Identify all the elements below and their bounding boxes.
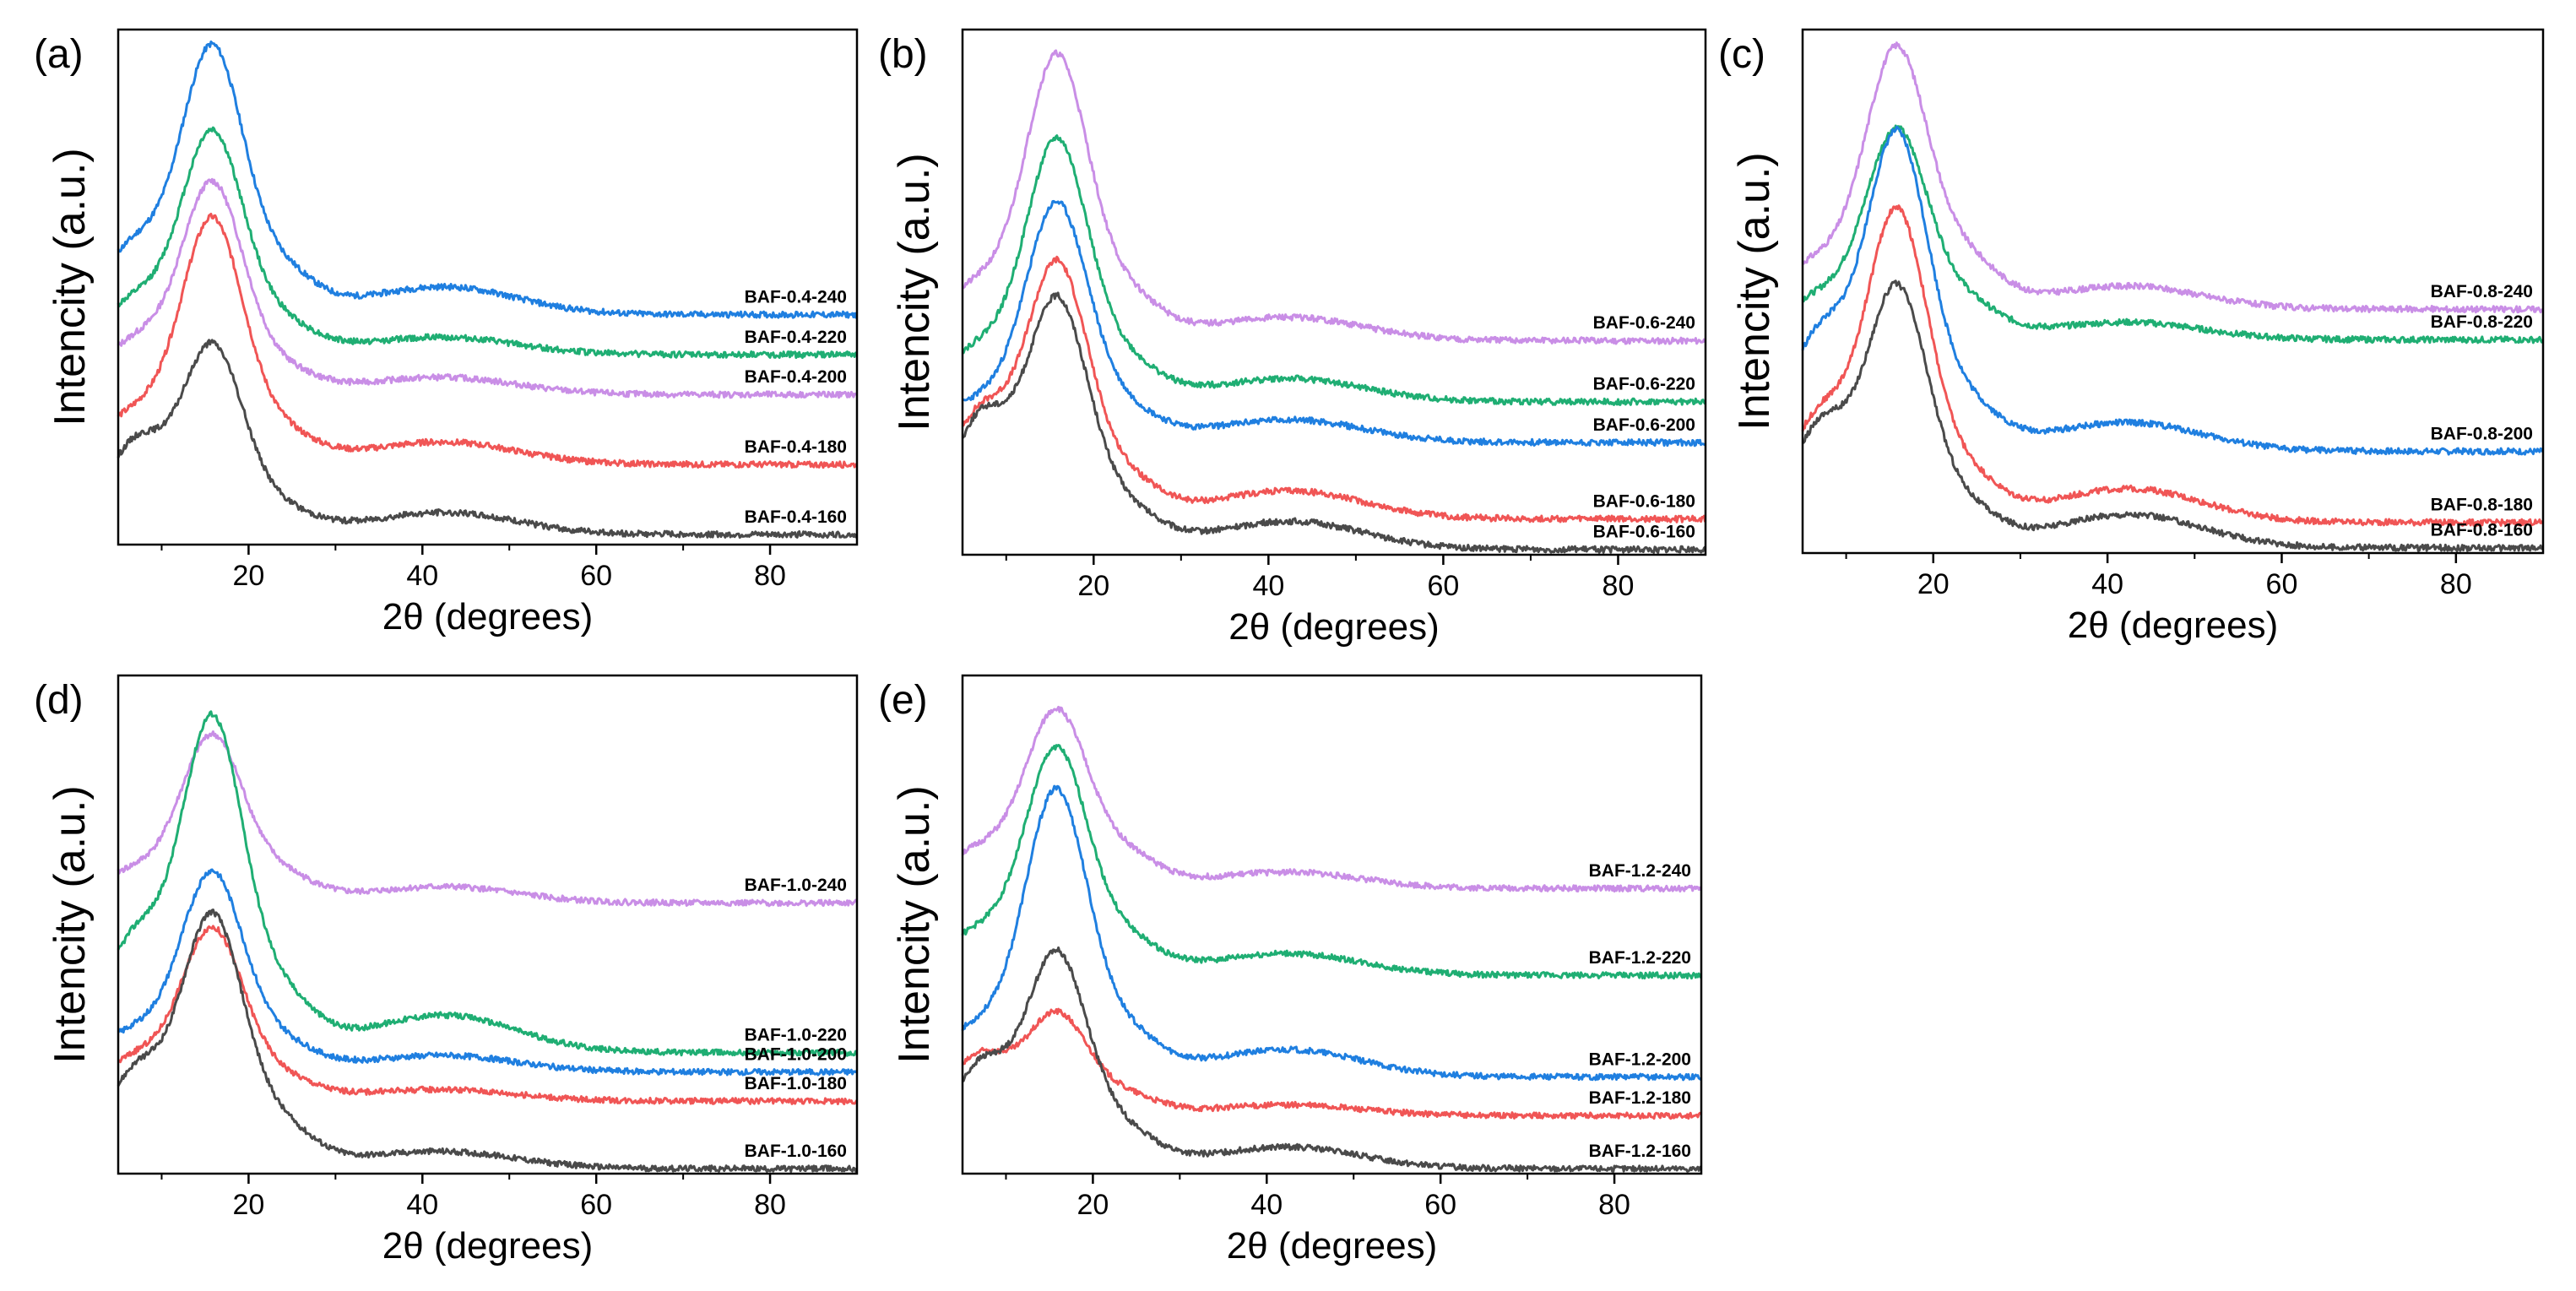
x-tick-label: 20: [232, 1189, 264, 1221]
series-line-2: [117, 868, 858, 1077]
x-axis-label: 2θ (degrees): [1228, 606, 1439, 648]
series-label-0: BAF-1.0-240: [745, 876, 847, 895]
series-line-0: [117, 41, 859, 319]
series-label-2: BAF-1.0-200: [745, 1045, 847, 1065]
x-tick-label: 40: [406, 1189, 438, 1221]
panel-0: BAF-0.4-240 BAF-0.4-220 BAF-0.4-200 BAF-0.4…: [34, 28, 859, 637]
series-line-1: [961, 744, 1702, 980]
x-tick-label: 60: [580, 1189, 612, 1221]
plot-frame: [117, 674, 859, 1175]
series-line-4: [1801, 279, 2544, 552]
series-line-1: [962, 134, 1706, 406]
series-label-3: BAF-0.8-180: [2431, 496, 2533, 515]
x-axis-label: 2θ (degrees): [382, 1225, 593, 1267]
series-label-0: BAF-1.2-240: [1589, 861, 1691, 881]
series-label-4: BAF-1.0-160: [745, 1142, 847, 1161]
x-tick-label: 60: [580, 560, 612, 592]
x-axis-label: 2θ (degrees): [2068, 605, 2278, 646]
series-line-2: [961, 784, 1702, 1082]
series-label-2: BAF-1.2-200: [1589, 1050, 1691, 1069]
plot-frame: [117, 28, 859, 546]
series-label-1: BAF-0.6-220: [1593, 375, 1695, 394]
series-line-3: [117, 925, 858, 1105]
series-line-2: [962, 199, 1706, 448]
panel-label: (d): [34, 678, 84, 723]
series-line-4: [962, 946, 1702, 1173]
series-line-4: [961, 291, 1706, 554]
x-tick-label: 60: [1424, 1189, 1456, 1221]
x-tick-label: 40: [406, 560, 438, 592]
series-label-4: BAF-1.2-160: [1589, 1142, 1691, 1161]
series-line-1: [1801, 124, 2544, 344]
series-label-3: BAF-0.4-180: [745, 437, 847, 457]
series-line-1: [117, 710, 857, 1057]
series-line-0: [962, 49, 1706, 345]
panel-label: (a): [34, 32, 84, 77]
plot-frame: [1801, 28, 2545, 555]
series-line-3: [1801, 204, 2544, 527]
series-label-0: BAF-0.6-240: [1593, 313, 1695, 333]
series-label-2: BAF-0.8-200: [2431, 424, 2533, 443]
series-label-2: BAF-0.4-200: [745, 367, 847, 387]
series-label-3: BAF-0.6-180: [1593, 491, 1695, 511]
series-line-1: [117, 126, 857, 360]
series-line-0: [1801, 41, 2544, 314]
panel-label: (b): [878, 32, 928, 77]
panel-label: (c): [1718, 32, 1765, 77]
panel-1: BAF-0.6-240 BAF-0.6-220 BAF-0.6-200 BAF-0.6…: [878, 28, 1707, 648]
series-label-0: BAF-0.8-240: [2431, 282, 2533, 301]
plot-frame: [961, 674, 1703, 1175]
series-line-3: [961, 1007, 1701, 1120]
x-tick-label: 40: [1250, 1189, 1283, 1221]
series-line-3: [117, 213, 858, 469]
x-axis-label: 2θ (degrees): [382, 596, 593, 637]
series-line-4: [117, 339, 859, 539]
series-line-4: [117, 909, 859, 1173]
series-label-4: BAF-0.6-160: [1593, 523, 1695, 542]
x-tick-label: 80: [1603, 570, 1635, 602]
series-line-2: [117, 177, 858, 399]
x-tick-label: 80: [1598, 1189, 1630, 1221]
y-axis-label: Intencity (a.u.): [890, 785, 939, 1063]
x-tick-label: 60: [1427, 570, 1459, 602]
panel-label: (e): [878, 678, 928, 723]
series-line-0: [117, 730, 858, 908]
x-tick-label: 60: [2266, 568, 2298, 600]
x-axis-label: 2θ (degrees): [1227, 1225, 1437, 1267]
series-label-0: BAF-0.4-240: [745, 287, 847, 306]
series-line-2: [1801, 125, 2545, 456]
y-axis-label: Intencity (a.u.): [46, 785, 95, 1063]
x-tick-label: 80: [2440, 568, 2472, 600]
x-tick-label: 80: [754, 1189, 786, 1221]
y-axis-label: Intencity (a.u.): [46, 148, 95, 426]
x-tick-label: 20: [1077, 570, 1109, 602]
series-label-3: BAF-1.0-180: [745, 1074, 847, 1093]
x-tick-label: 40: [1252, 570, 1284, 602]
series-line-0: [962, 705, 1703, 893]
panel-2: BAF-0.8-240 BAF-0.8-220 BAF-0.8-200 BAF-0.8…: [1718, 28, 2545, 646]
x-tick-label: 40: [2091, 568, 2123, 600]
panel-4: BAF-1.2-240 BAF-1.2-220 BAF-1.2-200 BAF-1.2…: [878, 674, 1703, 1267]
series-line-3: [961, 255, 1707, 523]
plot-frame: [961, 28, 1707, 556]
series-label-2: BAF-0.6-200: [1593, 415, 1695, 435]
series-label-1: BAF-1.0-220: [745, 1026, 847, 1045]
series-label-4: BAF-0.4-160: [745, 507, 847, 527]
x-tick-label: 20: [1076, 1189, 1109, 1221]
series-label-4: BAF-0.8-160: [2431, 521, 2533, 540]
x-tick-label: 20: [232, 560, 264, 592]
x-tick-label: 20: [1917, 568, 1950, 600]
x-tick-label: 80: [754, 560, 786, 592]
y-axis-label: Intencity (a.u.): [1730, 152, 1779, 430]
series-label-1: BAF-0.4-220: [745, 328, 847, 347]
series-label-1: BAF-1.2-220: [1589, 948, 1691, 968]
series-label-1: BAF-0.8-220: [2431, 312, 2533, 332]
y-axis-label: Intencity (a.u.): [890, 153, 939, 431]
series-label-3: BAF-1.2-180: [1589, 1088, 1691, 1108]
